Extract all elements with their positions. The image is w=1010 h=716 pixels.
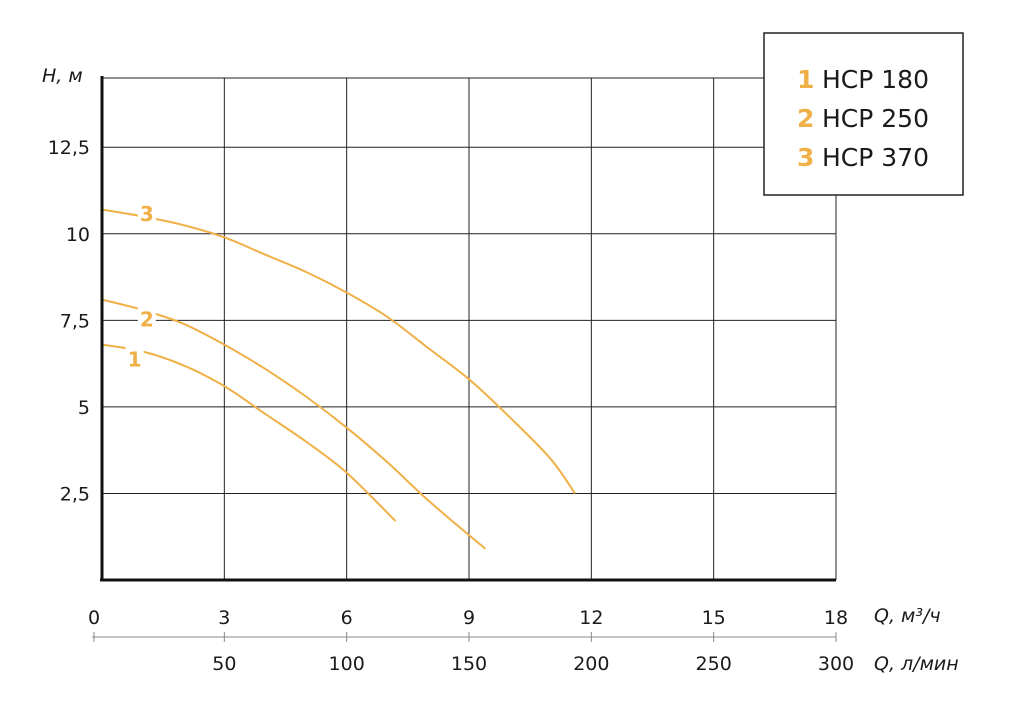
legend-entry-num: 1 (797, 65, 814, 94)
legend-entry-num: 3 (797, 143, 814, 172)
x-tick-label: 6 (341, 607, 353, 629)
legend-box (763, 32, 964, 196)
x2-tick-label: 300 (818, 653, 854, 675)
curve-label-2: 2 (140, 308, 154, 332)
curve-label-bg (137, 200, 156, 225)
legend: 1 HCP 180 2 HCP 250 3 HCP 370 (763, 32, 964, 196)
x-tick-label: 15 (702, 607, 726, 629)
x-tick-label: 9 (463, 607, 475, 629)
y-axis-label: H, м (42, 65, 83, 87)
x-tick-label: 18 (824, 607, 848, 629)
x2-tick-label: 150 (451, 653, 487, 675)
y-tick-label: 12,5 (48, 137, 90, 159)
x2-axis-label: Q, л/мин (874, 653, 959, 675)
x-tick-label: 12 (579, 607, 603, 629)
legend-entry-name: HCP 370 (822, 143, 929, 172)
grid (102, 77, 837, 580)
curves: 1 2 3 (101, 200, 576, 550)
legend-entry-name: HCP 180 (822, 65, 929, 94)
series-line-2 (101, 298, 486, 550)
legend-entry-name: HCP 250 (822, 104, 929, 133)
x2-tick-label: 200 (573, 653, 609, 675)
y-tick-label: 10 (66, 224, 90, 246)
x-tick-label: 0 (88, 607, 100, 629)
y-tick-label: 2,5 (60, 483, 90, 505)
curve-label-3: 3 (140, 202, 154, 226)
x-axis-label: Q, м³/ч (874, 605, 941, 627)
legend-entry-num: 2 (797, 104, 814, 133)
x-tick-label: 3 (218, 607, 230, 629)
series-line-3 (101, 208, 576, 494)
x2-tick-label: 250 (696, 653, 732, 675)
series-line-1 (101, 343, 397, 522)
y-tick-label: 7,5 (60, 310, 90, 332)
y-tick-label: 5 (78, 397, 90, 419)
curve-label-bg (137, 305, 156, 330)
curve-label-bg (125, 345, 144, 370)
x2-tick-label: 50 (212, 653, 236, 675)
x2-tick-label: 100 (329, 653, 365, 675)
curve-label-1: 1 (128, 347, 142, 371)
